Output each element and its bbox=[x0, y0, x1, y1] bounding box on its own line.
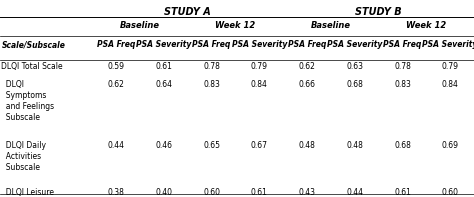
Text: Week 12: Week 12 bbox=[406, 21, 447, 30]
Text: DLQI Total Scale: DLQI Total Scale bbox=[1, 62, 63, 72]
Text: Baseline: Baseline bbox=[120, 21, 160, 30]
Text: 0.48: 0.48 bbox=[299, 141, 316, 150]
Text: 0.84: 0.84 bbox=[442, 80, 458, 89]
Text: 0.61: 0.61 bbox=[251, 188, 268, 197]
Text: 0.78: 0.78 bbox=[203, 62, 220, 72]
Text: STUDY B: STUDY B bbox=[356, 7, 402, 17]
Text: 0.46: 0.46 bbox=[155, 141, 173, 150]
Text: 0.84: 0.84 bbox=[251, 80, 268, 89]
Text: 0.65: 0.65 bbox=[203, 141, 220, 150]
Text: Baseline: Baseline bbox=[311, 21, 351, 30]
Text: 0.44: 0.44 bbox=[108, 141, 125, 150]
Text: 0.60: 0.60 bbox=[442, 188, 459, 197]
Text: 0.43: 0.43 bbox=[299, 188, 316, 197]
Text: Week 12: Week 12 bbox=[215, 21, 255, 30]
Text: 0.59: 0.59 bbox=[108, 62, 125, 72]
Text: 0.44: 0.44 bbox=[346, 188, 363, 197]
Text: PSA Severity: PSA Severity bbox=[137, 40, 191, 49]
Text: 0.61: 0.61 bbox=[155, 62, 173, 72]
Text: PSA Freq: PSA Freq bbox=[383, 40, 422, 49]
Text: DLQI
  Symptoms
  and Feelings
  Subscale: DLQI Symptoms and Feelings Subscale bbox=[1, 80, 55, 122]
Text: 0.61: 0.61 bbox=[394, 188, 411, 197]
Text: 0.66: 0.66 bbox=[299, 80, 316, 89]
Text: 0.79: 0.79 bbox=[251, 62, 268, 72]
Text: 0.62: 0.62 bbox=[108, 80, 125, 89]
Text: PSA Severity: PSA Severity bbox=[232, 40, 287, 49]
Text: 0.79: 0.79 bbox=[442, 62, 459, 72]
Text: 0.69: 0.69 bbox=[442, 141, 459, 150]
Text: 0.60: 0.60 bbox=[203, 188, 220, 197]
Text: 0.78: 0.78 bbox=[394, 62, 411, 72]
Text: DLQI Leisure
  Subscale: DLQI Leisure Subscale bbox=[1, 188, 55, 197]
Text: Scale/Subscale: Scale/Subscale bbox=[2, 40, 66, 49]
Text: PSA Severity: PSA Severity bbox=[327, 40, 383, 49]
Text: 0.68: 0.68 bbox=[346, 80, 363, 89]
Text: STUDY A: STUDY A bbox=[164, 7, 211, 17]
Text: 0.63: 0.63 bbox=[346, 62, 363, 72]
Text: DLQI Daily
  Activities
  Subscale: DLQI Daily Activities Subscale bbox=[1, 141, 46, 172]
Text: 0.62: 0.62 bbox=[299, 62, 316, 72]
Text: 0.83: 0.83 bbox=[203, 80, 220, 89]
Text: 0.64: 0.64 bbox=[155, 80, 173, 89]
Text: PSA Freq: PSA Freq bbox=[97, 40, 136, 49]
Text: 0.40: 0.40 bbox=[155, 188, 173, 197]
Text: 0.38: 0.38 bbox=[108, 188, 125, 197]
Text: 0.48: 0.48 bbox=[346, 141, 363, 150]
Text: 0.68: 0.68 bbox=[394, 141, 411, 150]
Text: PSA Freq: PSA Freq bbox=[192, 40, 231, 49]
Text: 0.83: 0.83 bbox=[394, 80, 411, 89]
Text: PSA Severity: PSA Severity bbox=[422, 40, 474, 49]
Text: 0.67: 0.67 bbox=[251, 141, 268, 150]
Text: PSA Freq: PSA Freq bbox=[288, 40, 326, 49]
